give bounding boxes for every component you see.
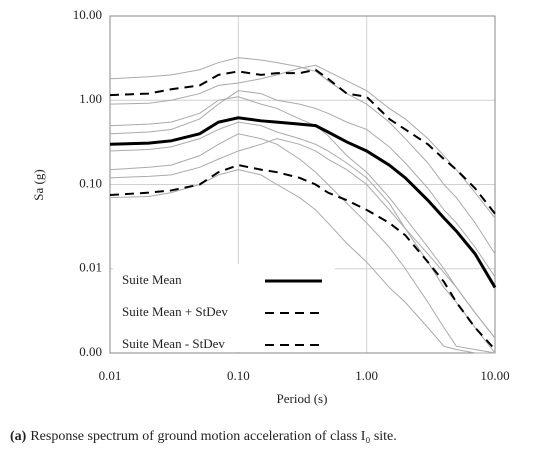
legend-label: Suite Mean - StDev <box>122 336 225 351</box>
legend-label: Suite Mean <box>122 272 182 287</box>
x-tick-label: 1.00 <box>355 368 378 383</box>
series-line <box>109 164 496 351</box>
caption-label: (a) <box>10 429 27 444</box>
caption-text: Response spectrum of ground motion accel… <box>30 429 396 444</box>
y-tick-label: 10.00 <box>73 7 102 22</box>
y-tick-label: 1.00 <box>79 91 102 106</box>
series-line <box>109 121 496 354</box>
series-line <box>109 133 496 354</box>
x-tick-label: 0.10 <box>227 368 250 383</box>
y-tick-label: 0.01 <box>79 260 102 275</box>
y-tick-label: 0.10 <box>79 175 102 190</box>
plot-frame <box>109 15 496 354</box>
x-axis-label: Period (s) <box>277 391 328 406</box>
y-tick-label: 0.00 <box>79 344 102 359</box>
series-line <box>109 64 496 219</box>
series-line <box>109 96 496 339</box>
legend-label: Suite Mean + StDev <box>122 304 228 319</box>
caption: (a) Response spectrum of ground motion ac… <box>10 429 397 444</box>
series-line <box>109 90 496 278</box>
y-axis-label: Sa (g) <box>31 169 46 200</box>
series-line <box>109 138 496 339</box>
x-tick-label: 10.00 <box>480 368 509 383</box>
legend <box>113 264 335 352</box>
series-line <box>109 68 496 215</box>
series-line <box>109 116 497 289</box>
series-line <box>109 57 496 255</box>
x-tick-label: 0.01 <box>99 368 122 383</box>
